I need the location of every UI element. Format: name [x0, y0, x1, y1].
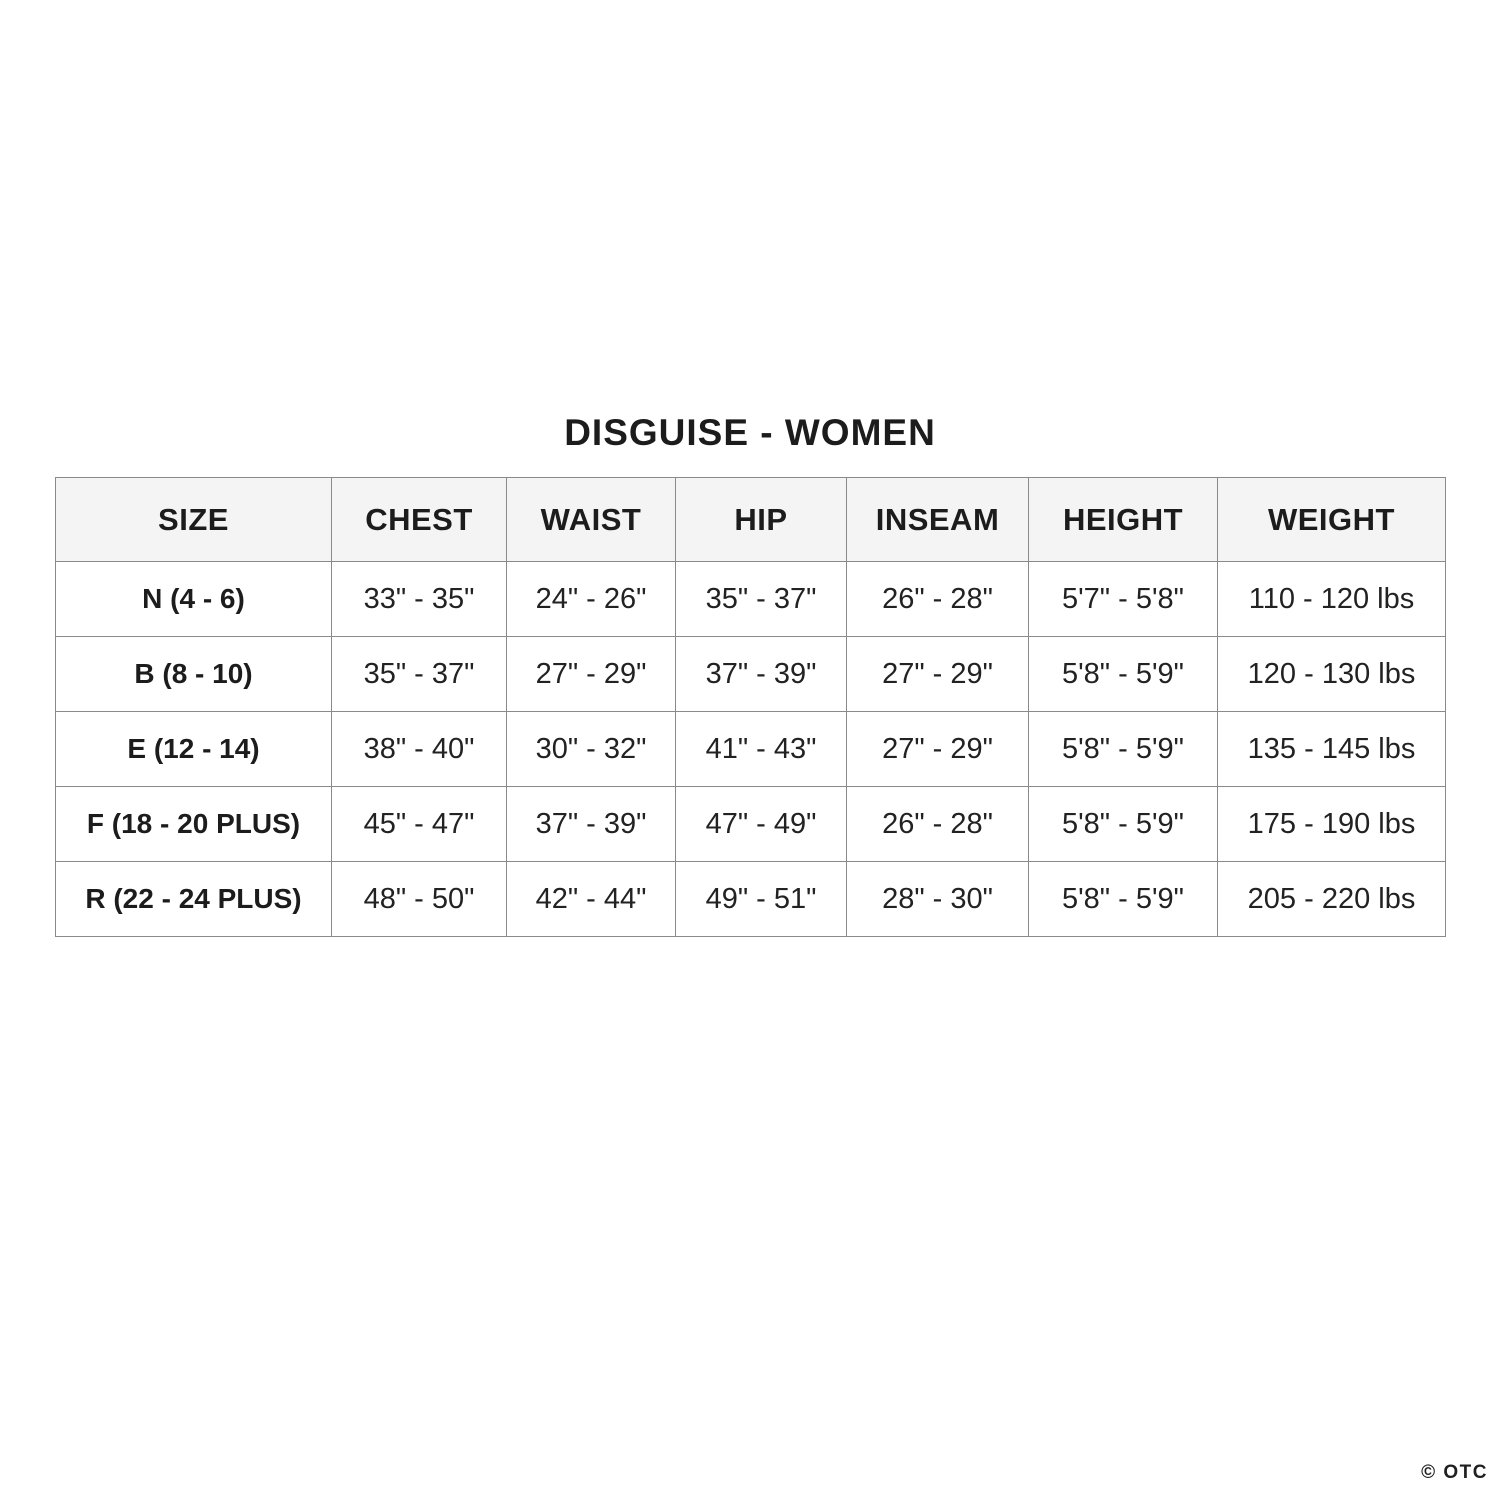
row-header-size: B (8 - 10) [55, 636, 332, 712]
table-cell-hip: 35" - 37" [675, 561, 847, 637]
table-cell-weight: 120 - 130 lbs [1217, 636, 1446, 712]
table-row: B (8 - 10) 35" - 37" 27" - 29" 37" - 39"… [55, 636, 1446, 712]
table-cell-hip: 47" - 49" [675, 786, 847, 862]
row-header-size: N (4 - 6) [55, 561, 332, 637]
table-cell-hip: 49" - 51" [675, 861, 847, 937]
column-header-size: SIZE [55, 477, 332, 562]
table-cell-weight: 135 - 145 lbs [1217, 711, 1446, 787]
row-header-size: R (22 - 24 PLUS) [55, 861, 332, 937]
table-cell-waist: 30" - 32" [506, 711, 676, 787]
table-row: E (12 - 14) 38" - 40" 30" - 32" 41" - 43… [55, 711, 1446, 787]
table-cell-waist: 37" - 39" [506, 786, 676, 862]
column-header-weight: WEIGHT [1217, 477, 1446, 562]
table-cell-waist: 27" - 29" [506, 636, 676, 712]
column-header-inseam: INSEAM [846, 477, 1029, 562]
table-cell-weight: 110 - 120 lbs [1217, 561, 1446, 637]
table-row: F (18 - 20 PLUS) 45" - 47" 37" - 39" 47"… [55, 786, 1446, 862]
table-cell-height: 5'7" - 5'8" [1028, 561, 1218, 637]
table-cell-weight: 205 - 220 lbs [1217, 861, 1446, 937]
otc-copyright-watermark: © OTC [1421, 1462, 1488, 1483]
table-cell-inseam: 26" - 28" [846, 786, 1029, 862]
table-cell-hip: 41" - 43" [675, 711, 847, 787]
table-cell-weight: 175 - 190 lbs [1217, 786, 1446, 862]
table-cell-chest: 45" - 47" [331, 786, 507, 862]
table-cell-height: 5'8" - 5'9" [1028, 636, 1218, 712]
column-header-hip: HIP [675, 477, 847, 562]
table-cell-inseam: 26" - 28" [846, 561, 1029, 637]
table-cell-chest: 48" - 50" [331, 861, 507, 937]
table-cell-inseam: 28" - 30" [846, 861, 1029, 937]
table-row: N (4 - 6) 33" - 35" 24" - 26" 35" - 37" … [55, 561, 1446, 637]
table-header-row: SIZE CHEST WAIST HIP INSEAM HEIGHT WEIGH… [55, 477, 1446, 562]
table-cell-chest: 33" - 35" [331, 561, 507, 637]
column-header-waist: WAIST [506, 477, 676, 562]
table-cell-height: 5'8" - 5'9" [1028, 861, 1218, 937]
table-cell-waist: 42" - 44" [506, 861, 676, 937]
size-table: SIZE CHEST WAIST HIP INSEAM HEIGHT WEIGH… [55, 477, 1446, 937]
row-header-size: E (12 - 14) [55, 711, 332, 787]
column-header-chest: CHEST [331, 477, 507, 562]
table-cell-chest: 35" - 37" [331, 636, 507, 712]
page-title: DISGUISE - WOMEN [564, 412, 936, 453]
table-cell-height: 5'8" - 5'9" [1028, 786, 1218, 862]
column-header-height: HEIGHT [1028, 477, 1218, 562]
row-header-size: F (18 - 20 PLUS) [55, 786, 332, 862]
table-row: R (22 - 24 PLUS) 48" - 50" 42" - 44" 49"… [55, 861, 1446, 937]
table-cell-hip: 37" - 39" [675, 636, 847, 712]
table-cell-inseam: 27" - 29" [846, 636, 1029, 712]
table-cell-chest: 38" - 40" [331, 711, 507, 787]
table-cell-height: 5'8" - 5'9" [1028, 711, 1218, 787]
table-cell-waist: 24" - 26" [506, 561, 676, 637]
table-cell-inseam: 27" - 29" [846, 711, 1029, 787]
